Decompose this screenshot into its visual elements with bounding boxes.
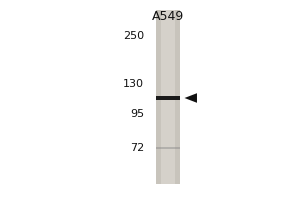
Text: 72: 72: [130, 143, 144, 153]
Text: A549: A549: [152, 10, 184, 23]
Text: 95: 95: [130, 109, 144, 119]
Bar: [156, 10, 180, 184]
Polygon shape: [184, 93, 197, 103]
Bar: [156, 147, 180, 149]
Bar: [161, 10, 175, 184]
Text: 250: 250: [123, 31, 144, 41]
Bar: [156, 96, 180, 100]
Text: 130: 130: [123, 79, 144, 89]
